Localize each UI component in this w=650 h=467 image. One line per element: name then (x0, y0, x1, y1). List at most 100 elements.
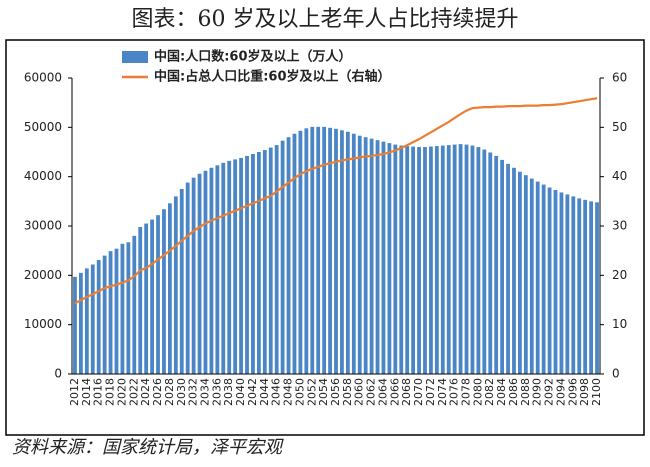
bar (446, 145, 451, 374)
x-tick-label: 2040 (234, 378, 247, 406)
bar (547, 187, 552, 374)
x-tick-label: 2030 (175, 378, 188, 406)
bar (405, 146, 410, 374)
bar (381, 141, 386, 374)
bar (589, 201, 593, 374)
x-tick-label: 2050 (293, 378, 306, 406)
bar (251, 153, 255, 374)
x-tick-label: 2066 (388, 378, 401, 406)
bar (464, 144, 469, 374)
y-tick-label: 40000 (24, 169, 62, 183)
y2-tick-label: 40 (612, 169, 627, 183)
bar (233, 159, 238, 374)
bar (150, 219, 154, 374)
y2-tick-label: 10 (612, 317, 627, 331)
x-tick-label: 2046 (270, 378, 283, 406)
bar (541, 184, 546, 374)
x-tick-label: 2038 (222, 378, 235, 406)
bar (144, 223, 149, 374)
legend-swatch (122, 51, 148, 63)
bar (440, 145, 445, 374)
x-tick-label: 2056 (329, 378, 342, 406)
x-tick-label: 2072 (424, 378, 437, 406)
bar (565, 194, 570, 374)
y2-tick-label: 20 (612, 268, 627, 282)
y-tick-label: 10000 (24, 317, 62, 331)
bar (476, 147, 481, 374)
bar (535, 181, 540, 374)
x-tick-label: 2018 (104, 378, 117, 406)
bar (262, 150, 267, 374)
x-tick-label: 2098 (578, 378, 591, 406)
bar (197, 173, 202, 374)
bar (417, 147, 421, 374)
y-tick-label: 20000 (24, 268, 62, 282)
bar (375, 140, 380, 374)
x-tick-label: 2014 (80, 378, 93, 406)
bar (126, 242, 131, 374)
bar (340, 130, 344, 374)
bar (434, 146, 439, 374)
x-tick-label: 2028 (163, 378, 176, 406)
x-tick-label: 2082 (483, 378, 496, 406)
x-tick-label: 2044 (258, 378, 271, 406)
y-tick-label: 0 (54, 367, 62, 381)
bar (108, 251, 113, 374)
bar (494, 155, 499, 374)
x-tick-label: 2060 (353, 378, 366, 406)
bar (523, 175, 528, 374)
x-tick-label: 2074 (436, 378, 449, 406)
bar (583, 199, 588, 374)
bar (102, 255, 107, 374)
bar (559, 192, 564, 374)
x-tick-label: 2052 (305, 378, 318, 406)
bar (191, 177, 196, 374)
bar (114, 248, 119, 374)
bar (256, 152, 261, 374)
bar (393, 144, 398, 374)
y-tick-label: 60000 (24, 71, 62, 85)
frame (5, 39, 645, 436)
bar (506, 163, 510, 374)
x-tick-label: 2036 (210, 378, 223, 406)
x-tick-label: 2078 (460, 378, 473, 406)
bar (316, 126, 321, 374)
x-tick-label: 2090 (531, 378, 544, 406)
bar (452, 144, 457, 374)
bar (221, 162, 226, 374)
bar (423, 147, 427, 374)
bar (363, 137, 368, 374)
bar (553, 189, 558, 374)
y2-tick-label: 60 (612, 71, 627, 85)
y2-tick-label: 50 (612, 120, 627, 134)
bar (84, 268, 89, 374)
bar (518, 171, 522, 374)
legend-label: 中国:占总人口比重:60岁及以上（右轴） (154, 69, 391, 85)
bar (132, 235, 137, 374)
bar (209, 167, 214, 374)
bar (96, 260, 101, 374)
bar (577, 198, 582, 374)
x-tick-label: 2048 (282, 378, 295, 406)
bar (357, 135, 362, 374)
bar (488, 152, 493, 374)
x-tick-label: 2092 (543, 378, 556, 406)
bar (500, 159, 505, 374)
bar (571, 196, 576, 374)
x-tick-label: 2032 (187, 378, 200, 406)
bar (411, 146, 416, 374)
bar (399, 145, 404, 374)
chart-title: 图表：60 岁及以上老年人占比持续提升 (132, 7, 519, 32)
x-tick-label: 2076 (448, 378, 461, 406)
bar (529, 178, 534, 374)
bar (179, 189, 184, 374)
bar (203, 170, 208, 374)
x-tick-label: 2100 (590, 378, 603, 406)
x-tick-label: 2016 (92, 378, 105, 406)
bar (292, 133, 297, 374)
bar (328, 127, 332, 375)
bar (369, 138, 374, 374)
bar (185, 182, 190, 374)
bar (286, 137, 291, 374)
bar (79, 272, 83, 374)
